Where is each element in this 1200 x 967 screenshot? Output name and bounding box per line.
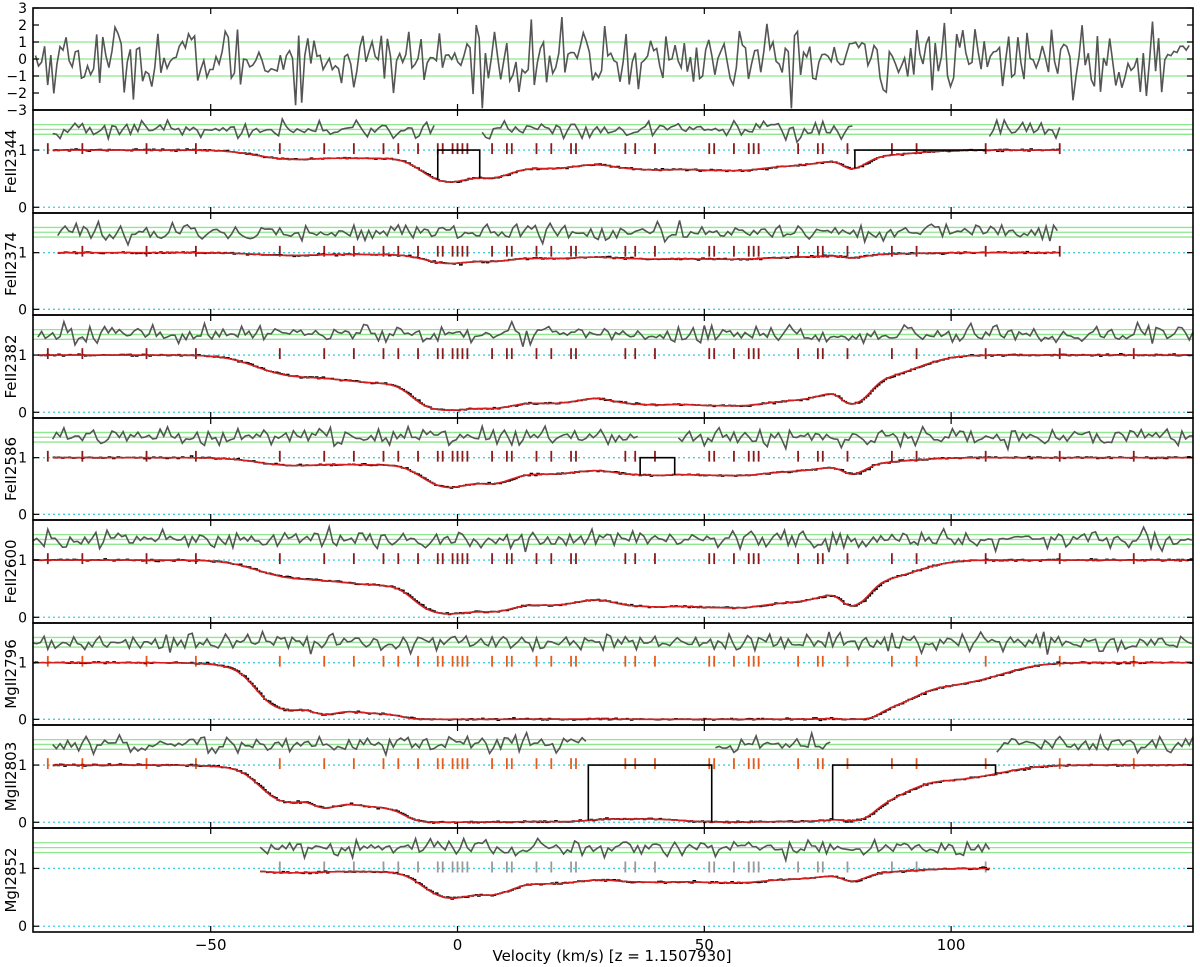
transition-label: MgII2796: [2, 639, 20, 709]
x-tick-label: 100: [937, 936, 966, 954]
x-tick-label: 50: [695, 936, 714, 954]
panel-residual-series: [52, 730, 1194, 758]
residual-ytick-label: 2: [18, 18, 27, 34]
panel-ytick-label: 0: [18, 919, 27, 935]
model-flux-series: [33, 661, 1193, 721]
transition-label: FeII2586: [2, 437, 20, 501]
transition-label: FeII2344: [2, 129, 20, 193]
panel-residual-series: [52, 116, 1061, 144]
data-flux-series: [52, 455, 1193, 489]
x-axis-label: Velocity (km/s) [z = 1.1507930]: [492, 947, 731, 965]
model-flux-series: [37, 354, 1193, 412]
x-tick-label: 0: [453, 936, 463, 954]
data-flux-series: [33, 661, 1194, 722]
transition-label: MgII2803: [2, 742, 20, 812]
panel-ytick-label: 0: [18, 507, 27, 523]
transition-label: FeII2600: [2, 539, 20, 603]
transition-panel-frame: [32, 109, 1194, 214]
transition-label: FeII2374: [2, 232, 20, 296]
panel-residual-series: [57, 219, 1058, 248]
panel-ytick-label: 0: [18, 712, 27, 728]
masked-region: [854, 149, 987, 169]
panel-ytick-label: 0: [18, 815, 27, 831]
panel-residual-series: [37, 319, 1194, 348]
panel-ytick-label: 1: [18, 246, 27, 262]
residual-ytick-label: −3: [6, 103, 27, 119]
panel-ytick-label: 1: [18, 861, 27, 877]
panel-ytick-label: 1: [18, 451, 27, 467]
residual-ytick-label: −2: [6, 86, 27, 102]
model-flux-series: [33, 559, 1193, 615]
panel-ytick-label: 1: [18, 758, 27, 774]
model-flux-series: [57, 251, 1059, 265]
residual-ytick-label: 3: [18, 1, 27, 17]
transition-panel-frame: [32, 519, 1194, 624]
masked-region: [587, 764, 713, 822]
panel-ytick-label: 0: [18, 302, 27, 318]
transition-panel-frame: [32, 212, 1194, 316]
panel-ytick-label: 1: [18, 143, 27, 159]
x-tick-label: −50: [195, 936, 227, 954]
transition-label: FeII2382: [2, 334, 20, 398]
model-flux-series: [52, 149, 1060, 183]
transition-label: MgI2852: [2, 847, 20, 912]
panel-residual-series: [32, 629, 1193, 656]
panel-ytick-label: 0: [18, 405, 27, 421]
model-flux-series: [52, 456, 1193, 489]
data-flux-series: [33, 558, 1194, 616]
masked-region: [436, 149, 481, 180]
panel-ytick-label: 1: [18, 656, 27, 672]
model-flux-series: [260, 867, 991, 899]
masked-region: [831, 764, 997, 820]
data-flux-series: [52, 763, 1193, 824]
panel-residual-series: [32, 523, 1193, 554]
panel-residual-series: [259, 835, 991, 864]
transition-panel-frame: [32, 827, 1194, 933]
residual-series: [34, 17, 1190, 109]
panel-ytick-label: 1: [18, 348, 27, 364]
residual-ytick-label: 0: [18, 52, 27, 68]
model-flux-series: [52, 764, 1193, 823]
panel-ytick-label: 1: [18, 553, 27, 569]
residual-ytick-label: 1: [18, 35, 27, 51]
panel-ytick-label: 0: [18, 200, 27, 216]
residual-ytick-label: −1: [6, 69, 27, 85]
panel-ytick-label: 0: [18, 610, 27, 626]
transition-panel-frame: [32, 724, 1194, 829]
masked-region: [639, 456, 676, 475]
panel-residual-series: [51, 423, 1194, 453]
